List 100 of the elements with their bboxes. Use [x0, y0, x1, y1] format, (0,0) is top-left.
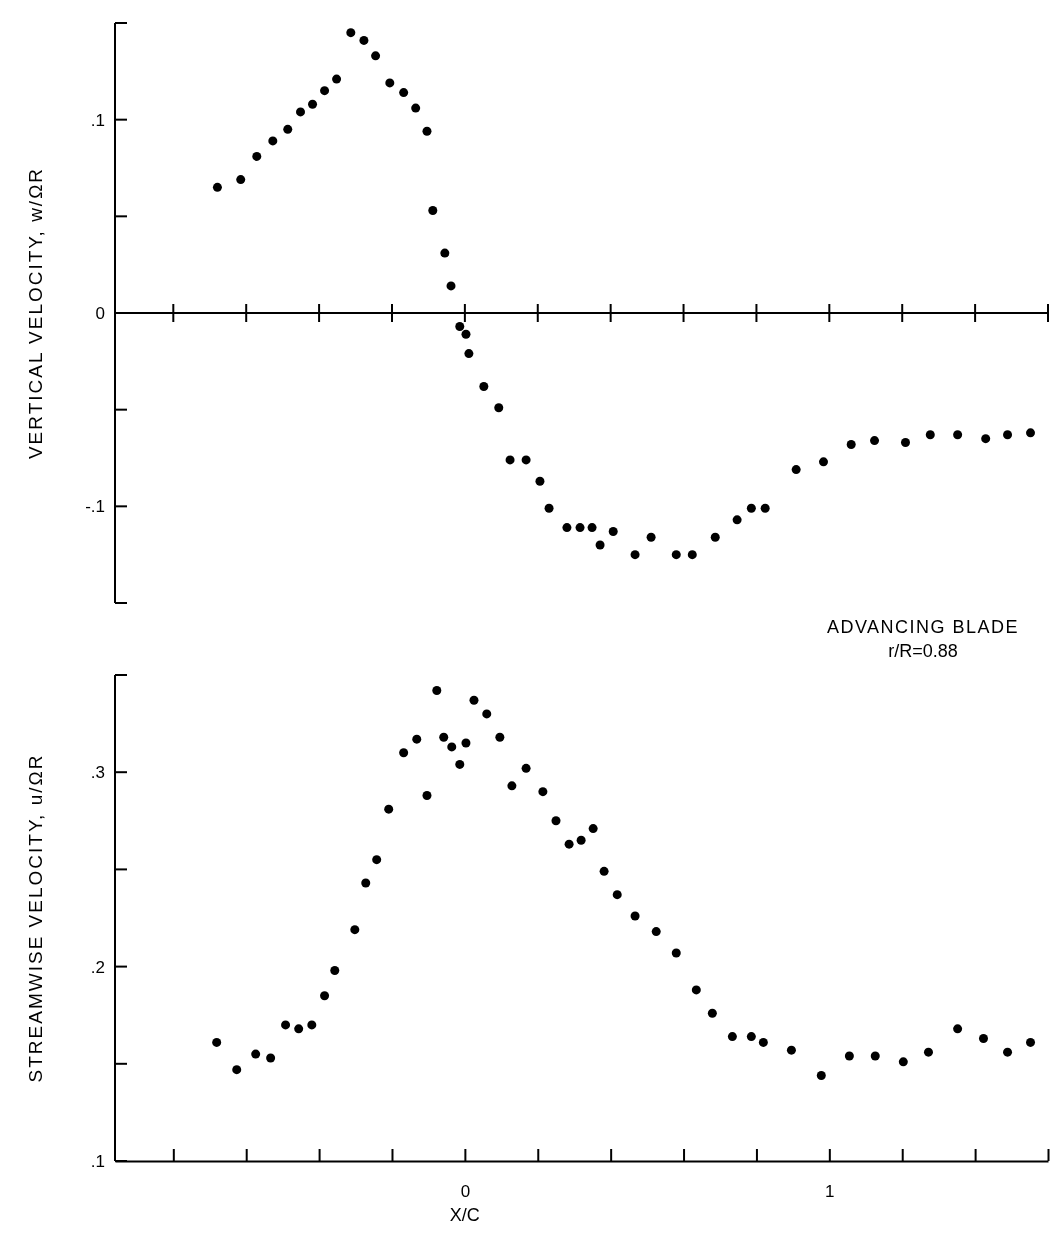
- point: [551, 816, 561, 826]
- point: [482, 709, 492, 719]
- point: [925, 430, 935, 440]
- point: [588, 824, 598, 834]
- point: [232, 1065, 242, 1075]
- y-tick-label: .3: [90, 763, 105, 783]
- point: [587, 523, 597, 533]
- y-tick-label: -.1: [85, 497, 105, 517]
- point: [212, 182, 222, 192]
- point: [535, 476, 545, 486]
- point: [296, 107, 306, 117]
- point: [758, 1037, 768, 1047]
- point: [236, 175, 246, 185]
- point: [422, 791, 432, 801]
- point: [707, 1008, 717, 1018]
- point: [1003, 1047, 1013, 1057]
- point: [307, 1020, 317, 1030]
- y-tick-label: 0: [95, 303, 105, 323]
- point: [1026, 1037, 1036, 1047]
- point: [505, 455, 515, 465]
- point: [399, 748, 409, 758]
- point: [599, 866, 609, 876]
- point: [495, 732, 505, 742]
- point: [428, 206, 438, 216]
- point: [251, 1049, 261, 1059]
- point: [544, 503, 554, 513]
- point: [332, 74, 342, 84]
- point: [564, 839, 574, 849]
- point: [461, 738, 471, 748]
- y-tick-label: .2: [90, 957, 105, 977]
- point: [746, 1032, 756, 1042]
- point: [320, 86, 330, 96]
- point: [439, 732, 449, 742]
- point: [727, 1032, 737, 1042]
- point: [901, 438, 910, 448]
- text: ADVANCING BLADE: [826, 617, 1020, 637]
- x-axis-title: X/C: [449, 1205, 480, 1225]
- point: [870, 436, 880, 446]
- point: [746, 503, 756, 513]
- point: [898, 1057, 908, 1067]
- point: [786, 1045, 796, 1055]
- point: [422, 126, 432, 136]
- point: [691, 985, 701, 995]
- point: [710, 532, 720, 542]
- point: [953, 1024, 963, 1034]
- point: [630, 550, 640, 560]
- point: [981, 434, 991, 444]
- point: [562, 523, 572, 533]
- point: [432, 686, 442, 696]
- y-axis-title: STREAMWISE VELOCITY, u/ΩR: [25, 753, 46, 1083]
- point: [595, 540, 605, 550]
- y-tick-label: .1: [90, 1151, 105, 1171]
- point: [494, 403, 504, 413]
- point: [651, 927, 661, 937]
- point: [372, 855, 382, 865]
- point: [978, 1034, 988, 1044]
- point: [732, 515, 742, 525]
- point: [646, 532, 656, 542]
- text: r/R=0.88: [888, 641, 958, 661]
- point: [320, 991, 330, 1001]
- point: [1003, 430, 1013, 440]
- point: [538, 787, 548, 797]
- point: [819, 457, 828, 467]
- point: [384, 804, 394, 814]
- point: [469, 695, 479, 705]
- point: [446, 281, 456, 291]
- point: [281, 1020, 291, 1030]
- point: [308, 99, 318, 109]
- point: [671, 550, 681, 560]
- point: [440, 248, 450, 258]
- point: [846, 439, 856, 449]
- point: [1026, 428, 1036, 438]
- point: [455, 322, 465, 332]
- point: [268, 136, 278, 146]
- point: [385, 78, 395, 88]
- point: [350, 925, 360, 935]
- point: [608, 526, 618, 536]
- point: [953, 430, 963, 440]
- point: [330, 965, 340, 975]
- point: [447, 742, 457, 752]
- point: [671, 948, 681, 958]
- point: [399, 88, 409, 98]
- point: [521, 763, 531, 773]
- point: [294, 1024, 304, 1034]
- point: [612, 890, 622, 900]
- point: [411, 103, 421, 113]
- point: [760, 503, 770, 513]
- point: [359, 35, 369, 45]
- point: [412, 734, 422, 744]
- point: [791, 465, 801, 475]
- point: [816, 1070, 826, 1080]
- point: [844, 1051, 854, 1061]
- y-tick-label: .1: [90, 110, 105, 130]
- point: [521, 455, 531, 465]
- point: [507, 781, 517, 791]
- point: [361, 878, 371, 888]
- point: [687, 550, 697, 560]
- point: [212, 1037, 222, 1047]
- point: [461, 329, 471, 339]
- point: [575, 523, 585, 533]
